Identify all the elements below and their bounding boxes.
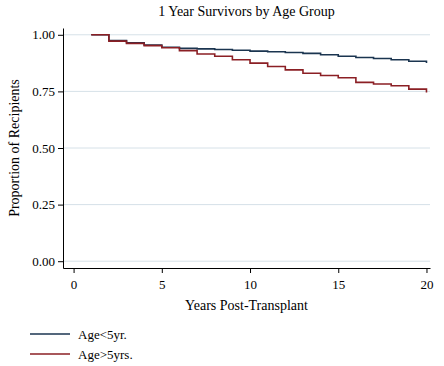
tick: 20	[420, 268, 433, 292]
y-axis-title: Proportion of Recipients	[7, 79, 22, 217]
grid-line	[63, 204, 430, 205]
legend: Age<5yr. Age>5yrs.	[30, 327, 133, 362]
tick-mark	[426, 268, 427, 273]
tick-mark	[58, 91, 63, 92]
tick-mark	[74, 268, 75, 273]
grid-line	[63, 34, 430, 35]
tick-label: 0.75	[32, 84, 55, 99]
tick-mark	[250, 268, 251, 273]
series-line	[91, 35, 426, 93]
legend-key	[30, 333, 70, 335]
tick-label: 0.00	[32, 254, 55, 269]
tick-label: 15	[332, 277, 345, 292]
lines	[91, 35, 426, 93]
tick-mark	[58, 205, 63, 206]
tick: 5	[159, 268, 166, 292]
legend-key	[30, 353, 70, 355]
tick-label: 1.00	[32, 27, 55, 42]
title: 1 Year Survivors by Age Group	[158, 4, 335, 19]
x-axis: 0 5 10 15 20	[64, 268, 434, 292]
grid-line	[63, 148, 430, 149]
tick: 0.25	[32, 197, 63, 212]
tick: 10	[244, 268, 257, 292]
grid-line	[63, 261, 430, 262]
grid	[63, 35, 430, 261]
tick-label: 20	[420, 277, 433, 292]
legend-label: Age>5yrs.	[78, 347, 133, 362]
axis-line	[63, 29, 64, 269]
series-line	[91, 35, 426, 63]
tick-mark	[58, 35, 63, 36]
tick: 0.50	[32, 141, 63, 156]
tick-mark	[338, 268, 339, 273]
tick-label: 10	[244, 277, 257, 292]
tick-mark	[58, 148, 63, 149]
tick-label: 0.25	[32, 197, 55, 212]
tick: 15	[332, 268, 345, 292]
x-axis-title: Years Post-Transplant	[185, 298, 308, 313]
chart: 0 5 10 15 20 0.00 0.25 0.50 0.75 1.00 1 Year Survi…	[0, 0, 444, 366]
y-axis: 0.00 0.25 0.50 0.75 1.00	[32, 27, 63, 268]
tick: 0.00	[32, 254, 63, 269]
tick-mark	[58, 261, 63, 262]
tick: 0	[71, 268, 78, 292]
tick-label: 0	[71, 277, 78, 292]
tick: 0.75	[32, 84, 63, 99]
axis-line	[64, 268, 431, 269]
tick-mark	[162, 268, 163, 273]
tick-label: 5	[159, 277, 166, 292]
tick-label: 0.50	[32, 141, 55, 156]
legend-label: Age<5yr.	[78, 327, 127, 342]
grid-line	[63, 91, 430, 92]
tick: 1.00	[32, 27, 63, 42]
